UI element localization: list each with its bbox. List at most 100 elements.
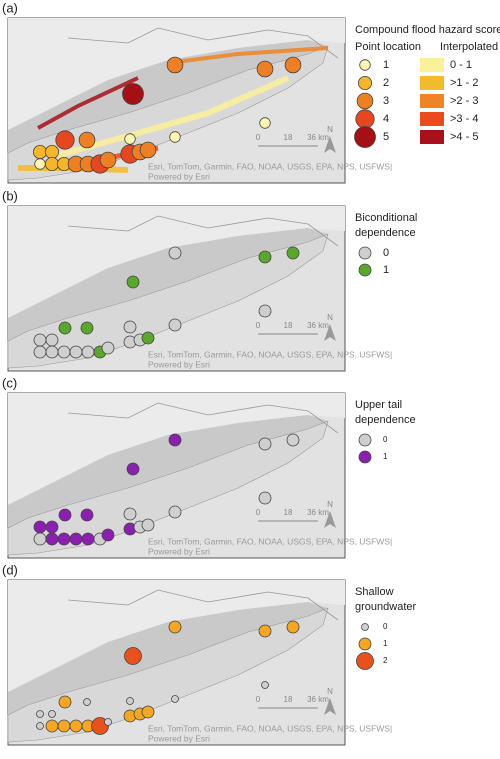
station bbox=[141, 705, 155, 719]
station bbox=[78, 131, 96, 149]
legend-label: 1 bbox=[383, 639, 388, 648]
station bbox=[33, 532, 47, 546]
scale-label: 18 bbox=[284, 133, 293, 142]
long-island bbox=[7, 607, 329, 743]
scale-label: 0 bbox=[256, 133, 261, 142]
station bbox=[123, 507, 137, 521]
legend-title: Compound flood hazard score bbox=[355, 24, 500, 36]
scale-label: 36 km bbox=[307, 695, 329, 704]
station bbox=[81, 345, 95, 359]
legend-label: 0 bbox=[383, 247, 389, 259]
legend-title: dependence bbox=[355, 414, 416, 426]
powered-by: Powered by Esri bbox=[148, 733, 210, 743]
map: Esri, TomTom, Garmin, FAO, NOAA, USGS, E… bbox=[7, 17, 392, 184]
attribution: Esri, TomTom, Garmin, FAO, NOAA, USGS, E… bbox=[148, 161, 392, 171]
station bbox=[258, 250, 272, 264]
station bbox=[286, 433, 300, 447]
station bbox=[45, 145, 60, 160]
legend-header: Point location bbox=[355, 41, 421, 53]
legend-label: >2 - 3 bbox=[450, 95, 478, 107]
station bbox=[45, 345, 59, 359]
legend-symbol bbox=[355, 109, 375, 129]
station bbox=[139, 141, 157, 159]
legend-symbol bbox=[356, 652, 374, 670]
scale-label: 0 bbox=[256, 508, 261, 517]
station bbox=[45, 520, 59, 534]
legend-symbol bbox=[359, 59, 371, 71]
station bbox=[32, 145, 47, 160]
scale-label: 36 km bbox=[307, 321, 329, 330]
station bbox=[171, 695, 179, 703]
station bbox=[45, 333, 59, 347]
panel-label: (b) bbox=[2, 188, 18, 203]
mainland bbox=[8, 580, 345, 692]
station bbox=[126, 462, 140, 476]
interpolated-zone bbox=[167, 46, 329, 65]
station bbox=[123, 320, 137, 334]
legend-title: Upper tail bbox=[355, 399, 402, 411]
station bbox=[33, 333, 47, 347]
station bbox=[124, 647, 142, 665]
station bbox=[258, 491, 272, 505]
legend-symbol bbox=[361, 623, 369, 631]
station bbox=[101, 341, 115, 355]
attribution: Esri, TomTom, Garmin, FAO, NOAA, USGS, E… bbox=[148, 536, 392, 546]
legend-swatch bbox=[420, 58, 444, 72]
station bbox=[101, 528, 115, 542]
station bbox=[83, 698, 91, 706]
station bbox=[99, 151, 117, 169]
station bbox=[166, 56, 184, 74]
sound bbox=[8, 602, 328, 715]
station bbox=[256, 60, 274, 78]
scale-label: 18 bbox=[284, 321, 293, 330]
station bbox=[45, 719, 59, 733]
legend-swatch bbox=[420, 130, 444, 144]
north-arrow-label: N bbox=[327, 125, 333, 134]
station bbox=[122, 83, 144, 105]
legend-label: 2 bbox=[383, 77, 389, 89]
legend-label: 0 - 1 bbox=[450, 59, 472, 71]
legend-title: Shallow bbox=[355, 586, 394, 598]
north-arrow bbox=[324, 698, 336, 715]
station bbox=[141, 518, 155, 532]
sound bbox=[8, 40, 328, 153]
station bbox=[286, 620, 300, 634]
legend-label: 1 bbox=[383, 452, 388, 461]
legend-symbol bbox=[358, 433, 372, 447]
station bbox=[258, 437, 272, 451]
station bbox=[141, 331, 155, 345]
legend-title: groundwater bbox=[355, 601, 416, 613]
station bbox=[258, 624, 272, 638]
north-arrow-label: N bbox=[327, 687, 333, 696]
station bbox=[58, 508, 72, 522]
legend-symbol bbox=[356, 92, 374, 110]
north-arrow bbox=[324, 324, 336, 341]
station bbox=[168, 505, 182, 519]
sound bbox=[8, 415, 328, 528]
sound bbox=[8, 228, 328, 341]
station bbox=[45, 532, 59, 546]
station bbox=[69, 532, 83, 546]
scale-label: 0 bbox=[256, 695, 261, 704]
map: Esri, TomTom, Garmin, FAO, NOAA, USGS, E… bbox=[7, 392, 392, 559]
station bbox=[259, 117, 271, 129]
station bbox=[104, 718, 112, 726]
interpolated-zone bbox=[37, 76, 139, 130]
legend-symbol bbox=[358, 637, 372, 651]
legend-label: 5 bbox=[383, 131, 389, 143]
long-island bbox=[7, 420, 329, 556]
scale-label: 36 km bbox=[307, 508, 329, 517]
legend-swatch bbox=[420, 94, 444, 108]
long-island bbox=[7, 233, 329, 369]
attribution: Esri, TomTom, Garmin, FAO, NOAA, USGS, E… bbox=[148, 723, 392, 733]
panel-label: (d) bbox=[2, 562, 18, 577]
legend-label: 2 bbox=[383, 656, 388, 665]
north-arrow bbox=[324, 136, 336, 153]
north-arrow bbox=[324, 511, 336, 528]
legend-header: Interpolated bbox=[440, 41, 498, 53]
powered-by: Powered by Esri bbox=[148, 359, 210, 369]
station bbox=[261, 681, 269, 689]
station bbox=[80, 508, 94, 522]
legend-label: >4 - 5 bbox=[450, 131, 478, 143]
